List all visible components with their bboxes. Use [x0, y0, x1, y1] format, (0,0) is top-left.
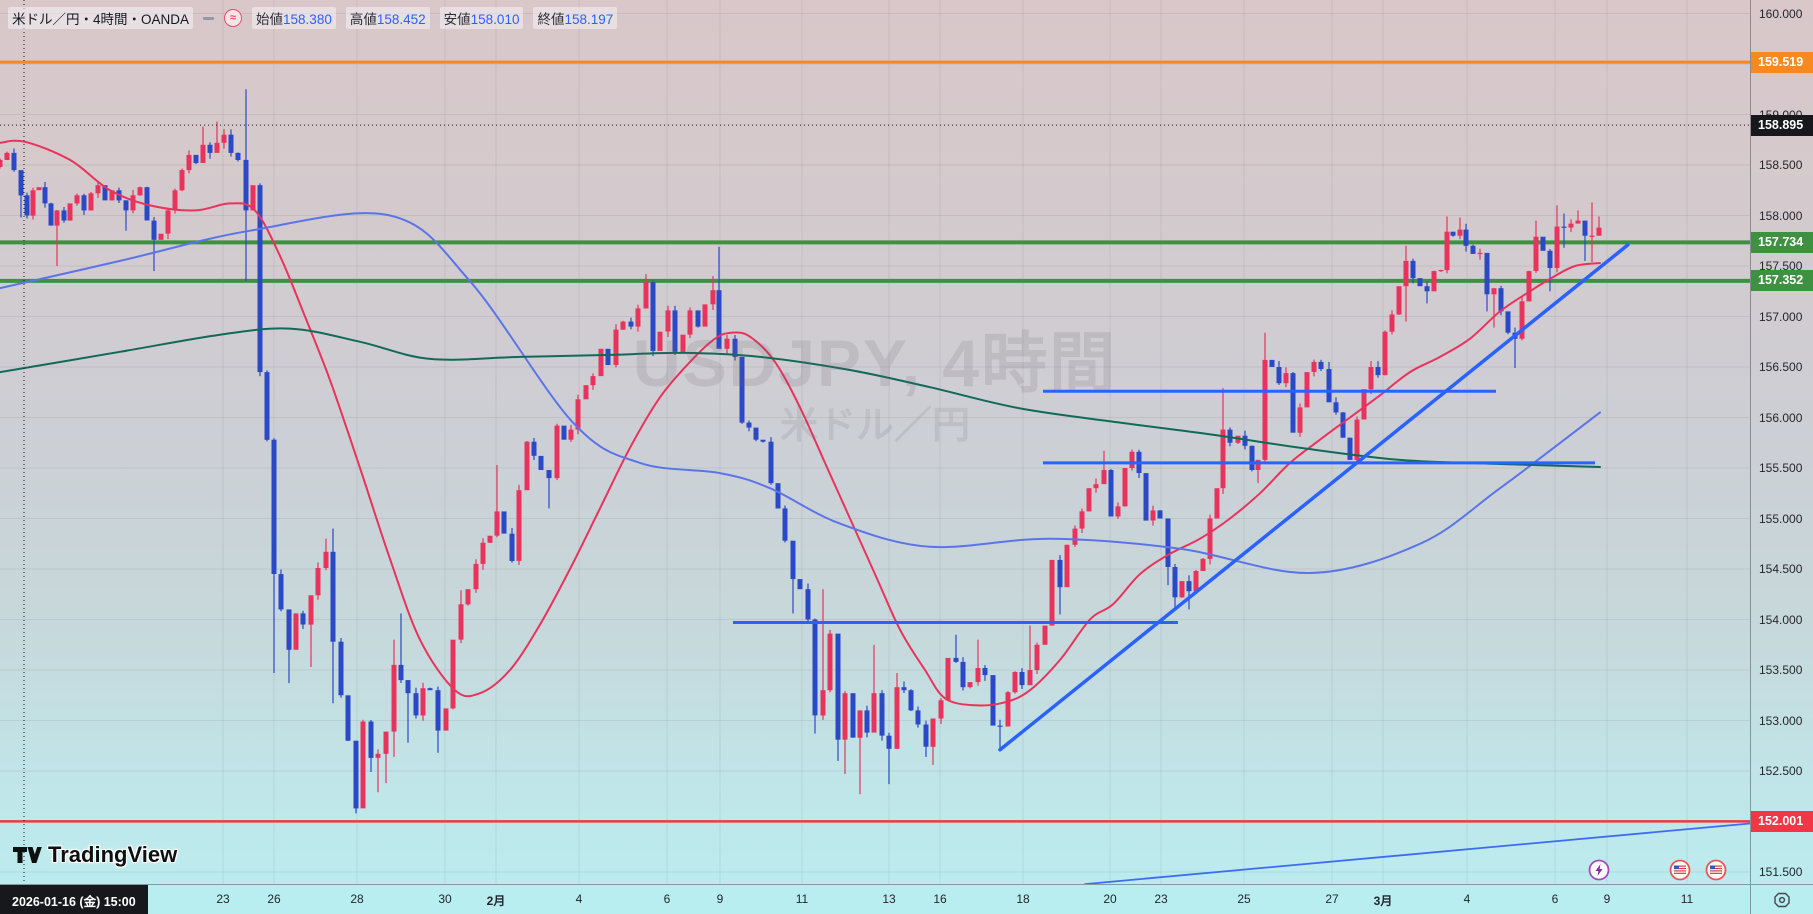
time-tick-label: 2月 [486, 894, 506, 908]
approx-badge-icon[interactable]: ≈ [224, 9, 243, 27]
time-tick-label: 23 [1154, 892, 1168, 906]
price-tick-label: 154.000 [1759, 612, 1803, 627]
time-tick-label: 27 [1325, 892, 1339, 906]
price-tick-label: 152.500 [1759, 764, 1803, 778]
axis-settings-icon [1774, 892, 1790, 907]
time-tick-label: 23 [216, 892, 230, 906]
time-tick-label: 4 [1463, 892, 1471, 906]
candlestick-series [0, 89, 1602, 814]
price-tick-label: 155.500 [1759, 461, 1803, 475]
price-tick-label: 158.500 [1759, 158, 1803, 172]
price-level-label: 152.001 [1751, 810, 1813, 832]
ma-slow-line [0, 327, 1601, 468]
time-tick-label: 16 [933, 892, 947, 906]
legend-bar: 米ドル／円・4時間・OANDA ≈ 始値158.380 高値158.452 安値… [8, 7, 618, 29]
us-flag-event-icon[interactable] [1669, 859, 1691, 881]
grid [0, 0, 1750, 884]
tradingview-logo-icon [13, 847, 42, 863]
tradingview-logo-text: TradingView [48, 842, 178, 867]
price-tick-label: 157.000 [1759, 309, 1803, 324]
time-tick-label: 9 [716, 892, 724, 906]
drawing-tools[interactable] [733, 243, 1750, 884]
symbol-title[interactable]: 米ドル／円・4時間・OANDA [8, 7, 194, 29]
price-level-label: 158.895 [1751, 114, 1813, 136]
ma-mid-line [0, 212, 1601, 575]
price-tick-label: 160.000 [1759, 6, 1803, 21]
time-tick-label: 11 [1680, 892, 1694, 906]
price-tick-label: 157.500 [1759, 259, 1803, 273]
price-level-label: 159.519 [1751, 51, 1813, 73]
ohlc-close: 終値158.197 [533, 7, 618, 29]
time-tick-label: 4 [575, 892, 583, 906]
time-tick-label: 20 [1103, 892, 1117, 906]
time-tick-label: 28 [350, 892, 364, 906]
time-tick-label: 30 [438, 892, 452, 906]
time-tick-label: 25 [1237, 892, 1251, 906]
price-tick-label: 151.500 [1759, 865, 1803, 879]
time-tick-label: 6 [1551, 892, 1559, 906]
chart-surface[interactable]: USDJPY, 4時間 米ドル／円 米ドル／円・4時間・OANDA ≈ 始値15… [0, 0, 1750, 884]
ohlc-high: 高値158.452 [345, 7, 430, 29]
lightning-event-icon[interactable] [1588, 859, 1610, 881]
time-tick-label: 11 [795, 892, 809, 906]
price-axis[interactable]: 160.000159.500159.000158.500158.000157.5… [1750, 0, 1813, 884]
crosshair-date-label: 2026-01-16 (金) 15:00 [0, 885, 148, 914]
candlestick-chart [0, 0, 1750, 884]
time-tick-label: 6 [663, 892, 671, 906]
price-tick-label: 154.500 [1759, 562, 1803, 576]
price-tick-label: 158.000 [1759, 208, 1803, 223]
time-tick-label: 13 [882, 892, 896, 906]
collapse-dash-icon[interactable] [203, 16, 215, 20]
price-tick-label: 153.500 [1759, 663, 1803, 677]
crosshair [0, 0, 1750, 884]
us-flag-event-icon[interactable] [1705, 859, 1727, 881]
time-tick-label: 26 [267, 892, 281, 906]
price-tick-label: 153.000 [1759, 713, 1803, 728]
price-tick-label: 156.000 [1759, 410, 1803, 425]
axis-settings-corner[interactable] [1750, 884, 1813, 914]
ohlc-low: 安値158.010 [439, 7, 524, 29]
ohlc-open: 始値158.380 [252, 7, 336, 29]
tradingview-logo[interactable]: TradingView [12, 842, 177, 868]
time-tick-label: 18 [1016, 892, 1030, 906]
price-level-label: 157.734 [1751, 231, 1813, 253]
price-tick-label: 155.000 [1759, 511, 1803, 526]
price-tick-label: 156.500 [1759, 360, 1803, 374]
price-level-label: 157.352 [1751, 270, 1813, 292]
time-tick-label: 9 [1603, 892, 1611, 906]
time-tick-label: 3月 [1373, 894, 1393, 908]
ma-fast-line [0, 139, 1601, 707]
time-axis[interactable]: 2026-01-16 (金) 15:00 23 26 28 30 2月 4 6 9 11 13 16… [0, 884, 1750, 914]
